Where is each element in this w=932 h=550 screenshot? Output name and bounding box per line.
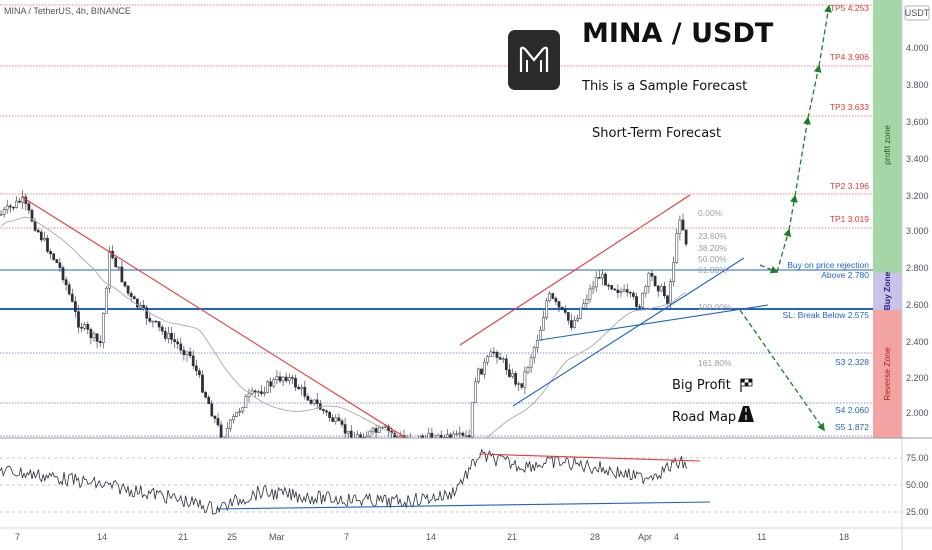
time-tick: 7 [15,532,20,542]
quote-currency-badge[interactable]: USDT [904,5,930,21]
stop-loss-label: SL: Break Below 2.575 [783,310,870,320]
price-tick: 2.400 [906,337,929,347]
tp3-label: TP3 3.633 [830,102,869,112]
rsi-pane[interactable]: 75.00 50.00 25.00 [0,448,929,517]
fib-50: 50.00% [698,254,727,264]
time-axis[interactable]: 7 14 21 25 Mar 7 14 21 28 Apr 4 11 18 [15,532,849,542]
rsi-tick: 50.00 [906,480,929,490]
tp2-label: TP2 3.196 [830,181,869,191]
tp4-label: TP4 3.906 [830,52,869,62]
price-tick: 2.600 [906,300,929,310]
candlestick-series[interactable] [0,190,688,449]
price-tick: 4.000 [906,43,929,53]
forecast-label: Short-Term Forecast [592,126,721,141]
reverse-zone [873,310,902,438]
time-tick: Apr [638,532,652,542]
time-tick: 25 [227,532,237,542]
rsi-tick: 75.00 [906,453,929,463]
road-icon [738,406,754,422]
road-map-label: Road Map [672,410,736,425]
symbol-info: MINA / TetherUS, 4h, BINANCE [4,6,131,16]
moving-average-line [0,216,687,438]
logo [508,30,560,90]
profit-zone-label: profit zone [882,125,892,165]
time-tick: 7 [344,532,349,542]
price-tick: 2.200 [906,373,929,383]
forecast-arrows [739,4,832,432]
time-tick: 14 [426,532,436,542]
buy-rejection-label: Buy on price rejection [787,260,869,270]
time-tick: 18 [839,532,849,542]
quote-badge-label: USDT [905,8,930,18]
time-tick: 21 [507,532,517,542]
time-tick: 21 [178,532,188,542]
fib-618: 61.80% [698,265,727,275]
rsi-line [0,448,687,515]
s5-label: S5 1.872 [835,422,869,432]
fib-1618: 161.80% [698,358,732,368]
profit-zone [873,0,902,280]
checkered-flag-icon [740,378,753,392]
rsi-tick: 25.00 [906,507,929,517]
big-profit-label: Big Profit [672,378,731,393]
time-tick: 4 [674,532,679,542]
price-tick: 3.600 [906,117,929,127]
headline: MINA / USDT [582,18,774,49]
fib-382: 38.20% [698,243,727,253]
price-tick: 2.000 [906,408,929,418]
price-tick: 3.400 [906,154,929,164]
target-lines [0,4,873,229]
buy-zone-label: Buy Zone [882,271,892,310]
fib-100: 100.00% [698,302,732,312]
subtitle: This is a Sample Forecast [581,79,747,94]
support-lines [0,352,873,437]
fib-236: 23.60% [698,231,727,241]
tp5-label: TP5 4.253 [830,3,869,13]
reverse-zone-label: Reverse Zone [882,347,892,401]
fibonacci-levels[interactable]: 0.00% 23.60% 38.20% 50.00% 61.80% 100.00… [698,208,732,368]
s4-label: S4 2.060 [835,405,869,415]
time-tick: 28 [590,532,600,542]
price-tick: 3.000 [906,226,929,236]
tp1-label: TP1 3.019 [830,214,869,224]
time-tick: Mar [269,532,285,542]
time-tick: 11 [757,532,766,542]
buy-zone [873,273,902,310]
s3-label: S3 2.328 [835,357,869,367]
time-tick: 14 [97,532,107,542]
price-axis[interactable]: 4.000 3.800 3.600 3.400 3.200 3.000 2.80… [906,43,929,418]
price-tick: 3.200 [906,191,929,201]
above-level-label: Above 2.780 [821,270,869,280]
price-tick: 2.800 [906,263,929,273]
price-tick: 3.800 [906,80,929,90]
trend-lines [21,194,769,439]
fib-0: 0.00% [698,208,723,218]
